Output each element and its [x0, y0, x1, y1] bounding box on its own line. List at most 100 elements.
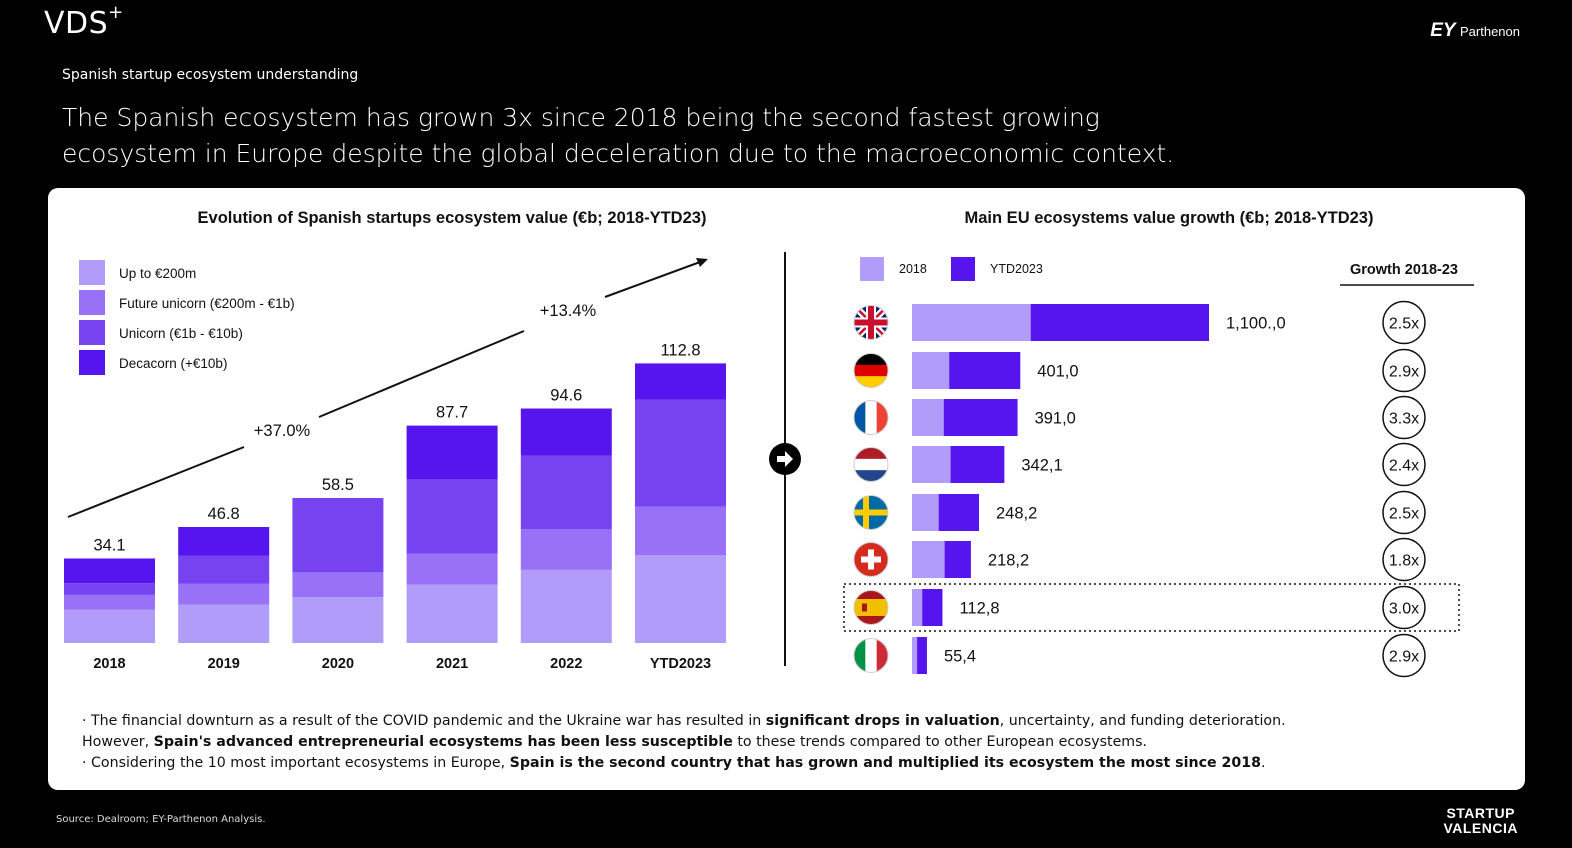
germany-flag-icon [854, 353, 888, 388]
charts-canvas: Evolution of Spanish startups ecosystem … [64, 209, 1474, 678]
note-line-1: · The financial downturn as a result of … [82, 713, 1286, 729]
bar-2022-seg-1 [520, 569, 612, 643]
bar-2022-seg-2 [520, 528, 612, 570]
bar-total-label: 46.8 [208, 505, 240, 523]
ey-parthenon-logo: EY Parthenon [1430, 20, 1520, 41]
notes: · The financial downturn as a result of … [82, 711, 1482, 774]
growth-arrow-segment [318, 330, 525, 418]
growth-label: 1.8x [1389, 553, 1419, 570]
growth-arrow-segment [67, 446, 245, 518]
note-line-2: However, Spain's advanced entrepreneuria… [82, 734, 1148, 750]
legend-swatch-4 [79, 350, 105, 375]
bar-total-label: 87.7 [436, 404, 468, 422]
growth-label: 2.9x [1389, 364, 1419, 381]
hbar-Italy-2018 [912, 637, 918, 674]
bar-2020-seg-2 [292, 572, 384, 598]
legend-swatch-2 [79, 290, 105, 315]
growth-circle [1382, 537, 1426, 582]
hbar-value-label: 112,8 [959, 600, 999, 618]
right-chart-title: Main EU ecosystems value growth (€b; 201… [965, 209, 1374, 227]
hbar-Sweden-2018 [912, 494, 939, 531]
arrow-right-icon-glyph [777, 451, 793, 467]
bar-total-label: 112.8 [660, 341, 700, 359]
bar-2021-seg-4 [406, 425, 498, 480]
bar-2021-seg-2 [406, 553, 498, 585]
x-tick-label: YTD2023 [650, 656, 711, 672]
x-tick-label: 2022 [550, 656, 582, 672]
bar-2018-seg-1 [64, 609, 155, 643]
france-flag-icon [854, 400, 888, 435]
hbar-value-label: 391,0 [1035, 410, 1076, 428]
hbar-Netherlands-2018 [912, 446, 951, 483]
hbar-value-label: 218,2 [988, 552, 1029, 570]
legend-label-4: Decacorn (+€10b) [119, 356, 227, 371]
growth-circle [1382, 633, 1426, 678]
legend-label-ytd2023: YTD2023 [990, 262, 1043, 276]
hbar-value-label: 55,4 [944, 648, 976, 666]
growth-label: 3.3x [1389, 411, 1419, 428]
bar-2020-seg-3 [292, 498, 384, 573]
x-tick-label: 2018 [93, 656, 125, 672]
growth-circle [1382, 395, 1426, 440]
bar-2019-seg-2 [178, 583, 270, 605]
bar-2019-seg-1 [178, 604, 270, 643]
growth-circle [1382, 300, 1426, 345]
bar-2019-seg-4 [178, 527, 270, 556]
growth-circle [1382, 490, 1426, 535]
content-card: Evolution of Spanish startups ecosystem … [48, 188, 1525, 790]
bar-total-label: 58.5 [322, 476, 354, 494]
growth-header: Growth 2018-23 [1350, 262, 1458, 278]
bar-2020-seg-1 [292, 597, 384, 643]
legend-label-3: Unicorn (€1b - €10b) [119, 326, 243, 341]
growth-label: 2.4x [1389, 458, 1419, 475]
x-tick-label: 2019 [208, 656, 240, 672]
legend-swatch-1 [79, 260, 105, 285]
hbar-France-2018 [912, 399, 944, 436]
growth-label: 2.5x [1389, 506, 1419, 523]
x-tick-label: 2020 [322, 656, 354, 672]
bar-2018-seg-2 [64, 594, 155, 610]
growth-annotation: +37.0% [254, 422, 311, 440]
bar-YTD2023-seg-2 [635, 506, 726, 556]
legend-label-2: Future unicorn (€200m - €1b) [119, 296, 295, 311]
hbar-Spain-2018 [912, 589, 923, 626]
bar-YTD2023-seg-4 [635, 363, 726, 400]
italy-flag-icon [854, 638, 888, 673]
note-line-3: · Considering the 10 most important ecos… [82, 755, 1266, 771]
spain-highlight-box [843, 583, 1460, 632]
hbar-Germany-2018 [912, 352, 950, 389]
growth-arrow-segment [604, 261, 701, 298]
growth-circle [1382, 442, 1426, 487]
growth-arrow-head [696, 258, 708, 267]
legend-swatch-ytd2023 [951, 257, 975, 281]
bar-YTD2023-seg-1 [635, 555, 726, 643]
hbar-value-label: 342,1 [1021, 457, 1062, 475]
page-title: The Spanish ecosystem has grown 3x since… [62, 103, 1175, 168]
legend-label-1: Up to €200m [119, 266, 196, 281]
bar-2019-seg-3 [178, 555, 270, 584]
legend-label-2018: 2018 [899, 262, 927, 276]
bar-total-label: 34.1 [93, 536, 125, 554]
switzerland-flag-icon [854, 542, 888, 577]
hbar-value-label: 401,0 [1037, 363, 1078, 381]
growth-circle [1382, 585, 1426, 630]
hbar-value-label: 248,2 [996, 505, 1037, 523]
bar-2022-seg-4 [520, 408, 612, 456]
left-chart-title: Evolution of Spanish startups ecosystem … [198, 209, 707, 227]
bar-2021-seg-3 [406, 479, 498, 554]
bar-total-label: 94.6 [550, 387, 582, 405]
hbar-value-label: 1,100.,0 [1226, 315, 1286, 333]
legend-swatch-2018 [860, 257, 884, 281]
source-note: Source: Dealroom; EY-Parthenon Analysis. [56, 814, 266, 825]
growth-label: 2.9x [1389, 649, 1419, 666]
sweden-flag-icon [854, 495, 888, 530]
bar-2018-seg-4 [64, 558, 155, 584]
hbar-Switzerland-2018 [912, 541, 945, 578]
uk-flag-icon [854, 305, 888, 340]
hbar-UK-2018 [912, 304, 1031, 341]
netherlands-flag-icon [854, 447, 888, 482]
x-tick-label: 2021 [436, 656, 468, 672]
vds-logo: VDS+ [44, 2, 124, 41]
bar-2022-seg-3 [520, 455, 612, 529]
growth-label: 3.0x [1389, 601, 1419, 618]
